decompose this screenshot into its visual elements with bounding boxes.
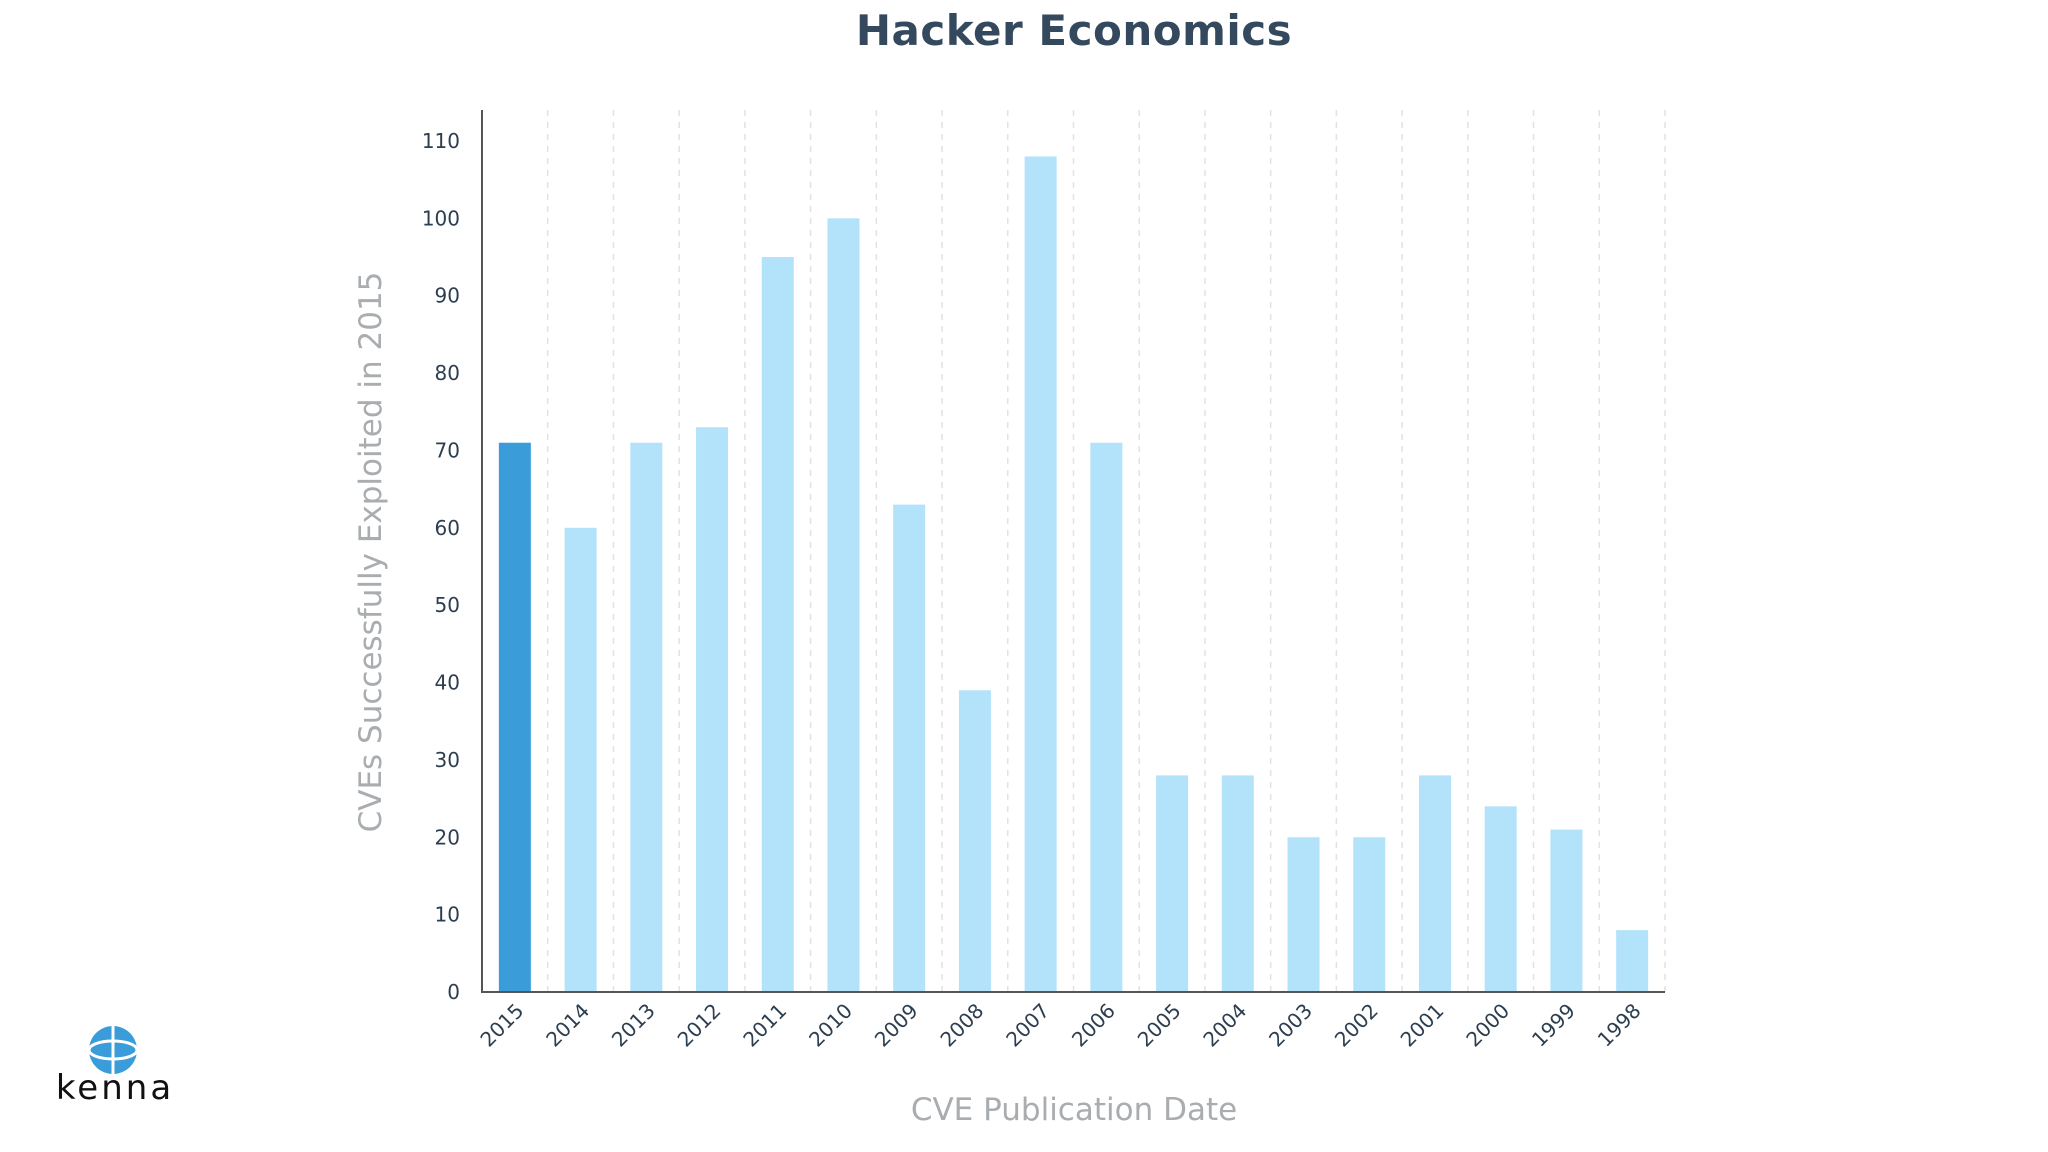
y-tick-label: 50 <box>435 593 460 617</box>
bar <box>630 442 663 993</box>
bar <box>893 504 926 992</box>
y-tick-label: 90 <box>435 284 460 308</box>
x-tick-label: 2010 <box>804 999 857 1052</box>
y-tick-label: 100 <box>422 206 460 230</box>
bar <box>1090 442 1123 993</box>
y-tick-label: 20 <box>435 825 460 849</box>
bar <box>1287 837 1320 992</box>
bar <box>827 218 860 992</box>
x-tick-label: 2006 <box>1067 999 1120 1052</box>
x-tick-label: 2000 <box>1461 999 1514 1052</box>
x-tick-label: 2002 <box>1330 999 1383 1052</box>
x-tick-label: 2003 <box>1264 999 1317 1052</box>
y-tick-label: 10 <box>435 903 460 927</box>
bar <box>1353 837 1386 992</box>
bar <box>498 442 531 993</box>
bar <box>1221 775 1254 992</box>
bar <box>1550 829 1583 992</box>
y-tick-label: 60 <box>435 516 460 540</box>
x-axis-label: CVE Publication Date <box>910 1092 1238 1128</box>
x-tick-label: 1999 <box>1527 999 1580 1052</box>
y-tick-label: 80 <box>435 361 460 385</box>
x-tick-label: 2011 <box>738 999 791 1052</box>
x-tick-label: 2015 <box>475 999 528 1052</box>
x-tick-label: 2004 <box>1198 999 1251 1052</box>
x-tick-label: 2009 <box>870 999 923 1052</box>
logo-wordmark: kenna <box>55 1068 175 1108</box>
x-tick-label: 2007 <box>1001 999 1054 1052</box>
x-tick-label: 2005 <box>1133 999 1186 1052</box>
bar <box>958 690 991 992</box>
x-tick-label: 2001 <box>1396 999 1449 1052</box>
bar <box>1484 806 1517 992</box>
bar <box>1418 775 1451 992</box>
x-tick-label: 2012 <box>673 999 726 1052</box>
x-tick-label: 1998 <box>1593 999 1646 1052</box>
x-tick-label: 2014 <box>541 999 594 1052</box>
globe-icon <box>87 1026 139 1074</box>
y-tick-label: 0 <box>447 980 460 1004</box>
y-tick-label: 40 <box>435 671 460 695</box>
x-tick-label: 2008 <box>935 999 988 1052</box>
x-tick-label: 2013 <box>607 999 660 1052</box>
bar <box>564 527 597 992</box>
bar <box>761 257 794 993</box>
bar <box>1616 930 1649 992</box>
y-tick-label: 110 <box>422 129 460 153</box>
bar <box>1156 775 1189 992</box>
y-tick-label: 70 <box>435 438 460 462</box>
y-tick-label: 30 <box>435 748 460 772</box>
chart-title: Hacker Economics <box>855 6 1293 55</box>
bar <box>696 427 729 992</box>
kenna-logo: kenna <box>40 1022 190 1122</box>
bar <box>1024 156 1057 993</box>
